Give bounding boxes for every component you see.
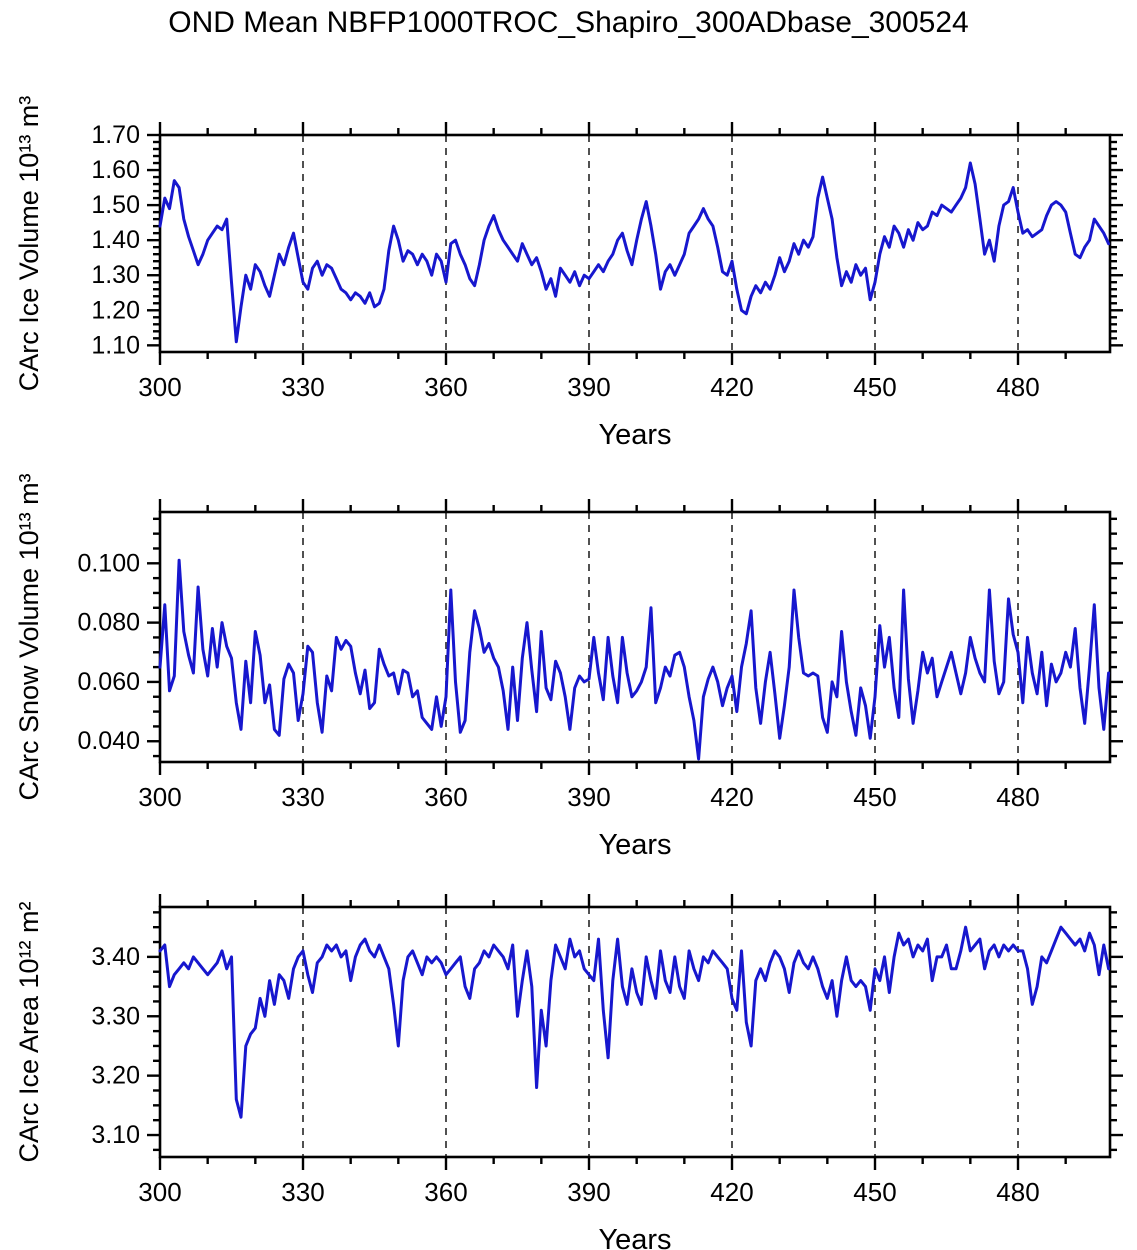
- y-tick-label: 1.70: [91, 121, 140, 149]
- y-axis-title: CArc Ice Volume 10¹³ m³: [14, 96, 44, 392]
- x-tick-label: 300: [138, 782, 181, 812]
- figure-title: OND Mean NBFP1000TROC_Shapiro_300ADbase_…: [168, 6, 969, 39]
- x-tick-label: 420: [710, 1177, 753, 1207]
- x-tick-label: 360: [424, 782, 467, 812]
- y-tick-label: 3.40: [91, 943, 140, 971]
- y-tick-label: 1.30: [91, 261, 140, 289]
- x-axis-title: Years: [598, 1224, 671, 1250]
- y-tick-label: 0.060: [77, 668, 140, 696]
- panel-ice-volume: 1.10 1.20 1.30 1.40 1.50 1.60 1.70 300 330 360 390…: [14, 96, 1123, 451]
- x-tick-label: 360: [424, 1177, 467, 1207]
- x-tick-label: 450: [853, 782, 896, 812]
- x-tick-label: 360: [424, 372, 467, 402]
- y-tick-label: 0.040: [77, 727, 140, 755]
- y-tick-label: 3.10: [91, 1121, 140, 1149]
- x-tick-label: 480: [996, 372, 1039, 402]
- plot-frame: [158, 510, 1112, 764]
- x-tick-label: 390: [567, 372, 610, 402]
- y-tick-label: 3.20: [91, 1062, 140, 1090]
- data-series-line: [158, 558, 1111, 761]
- x-tick-label: 420: [710, 372, 753, 402]
- y-tick-label: 1.20: [91, 296, 140, 324]
- x-tick-label: 330: [281, 782, 324, 812]
- x-tick-label: 450: [853, 372, 896, 402]
- x-tick-label: 390: [567, 782, 610, 812]
- x-tick-label: 300: [138, 1177, 181, 1207]
- y-tick-label: 3.30: [91, 1002, 140, 1030]
- data-series-line: [158, 161, 1111, 344]
- y-tick-label: 1.10: [91, 331, 140, 359]
- x-tick-label: 330: [281, 372, 324, 402]
- y-tick-label: 1.40: [91, 226, 140, 254]
- y-tick-label: 1.50: [91, 191, 140, 219]
- x-tick-label: 480: [996, 782, 1039, 812]
- y-axis-title: CArc Snow Volume 10¹³ m³: [14, 473, 44, 800]
- x-tick-label: 300: [138, 372, 181, 402]
- x-tick-label: 330: [281, 1177, 324, 1207]
- x-tick-label: 450: [853, 1177, 896, 1207]
- y-tick-label: 0.100: [77, 549, 140, 577]
- x-tick-label: 420: [710, 782, 753, 812]
- y-axis-title: CArc Ice Area 10¹² m²: [14, 901, 44, 1162]
- x-axis-title: Years: [598, 419, 671, 451]
- x-tick-label: 390: [567, 1177, 610, 1207]
- y-tick-label: 0.080: [77, 609, 140, 637]
- data-series-line: [158, 925, 1111, 1119]
- y-tick-label: 1.60: [91, 156, 140, 184]
- plot-frame: [158, 905, 1112, 1159]
- panel-ice-area: 3.10 3.20 3.30 3.40 300 330 360 390 420 450 480 Yea…: [14, 894, 1123, 1250]
- x-axis-title: Years: [598, 829, 671, 861]
- x-tick-label: 480: [996, 1177, 1039, 1207]
- panel-snow-volume: 0.040 0.060 0.080 0.100 300 330 360 390 420 450 48…: [14, 473, 1123, 861]
